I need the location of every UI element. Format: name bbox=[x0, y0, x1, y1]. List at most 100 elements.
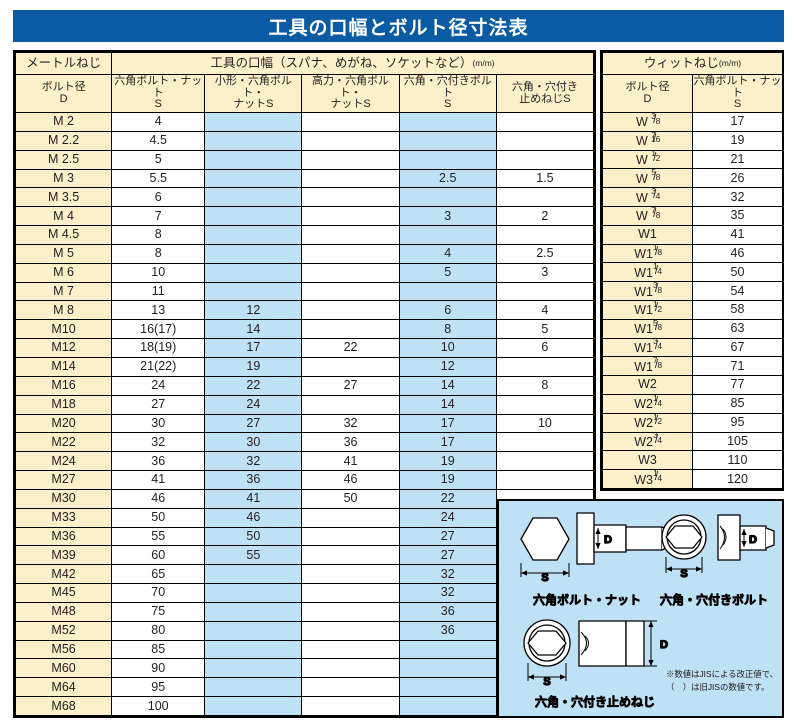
metric-value-cell: 90 bbox=[111, 658, 206, 679]
metric-value-cell: 60 bbox=[111, 545, 206, 566]
metric-value-cell: 12 bbox=[398, 356, 497, 377]
whitworth-value-cell: 21 bbox=[691, 149, 784, 170]
metric-value-cell: 27 bbox=[301, 375, 400, 396]
whitworth-col-header-line1: ボルト径 bbox=[625, 80, 670, 93]
metric-thread-table: メートルねじ 工具の口幅（スパナ、めがね、ソケットなど）(m/m) ボルト径 D 六… bbox=[13, 50, 596, 718]
hex-socket-set-screw-caption: 六角・穴付き止めねじ bbox=[535, 694, 655, 709]
metric-value-cell bbox=[301, 696, 400, 716]
whitworth-value-cell: 46 bbox=[691, 243, 784, 264]
metric-value-cell bbox=[495, 281, 595, 302]
whitworth-whole: W bbox=[635, 115, 652, 130]
metric-value-cell bbox=[301, 583, 400, 603]
table-row: W1 7/8 71 bbox=[602, 356, 784, 377]
metric-bolt-diameter-cell: M14 bbox=[14, 356, 113, 377]
table-row: W1 1/4 50 bbox=[602, 262, 784, 283]
table-row: M16 24 22 27 14 8 bbox=[14, 375, 595, 396]
metric-value-cell bbox=[398, 149, 497, 170]
metric-value-cell: 46 bbox=[111, 488, 206, 509]
whitworth-bolt-diameter-cell: W2 bbox=[602, 375, 693, 395]
whitworth-whole: W bbox=[635, 209, 652, 224]
whitworth-col-header-line2: D bbox=[643, 92, 652, 105]
whitworth-fraction: 1/2 bbox=[651, 150, 661, 164]
metric-value-cell bbox=[204, 281, 303, 302]
metric-bolt-diameter-cell: M64 bbox=[14, 677, 113, 698]
table-row: M27 41 36 46 19 bbox=[14, 470, 595, 490]
metric-col-header-line1: 六角・穴付きボルト bbox=[403, 75, 492, 99]
whitworth-fraction: 1/4 bbox=[653, 469, 663, 484]
whitworth-value-cell: 58 bbox=[691, 299, 784, 320]
metric-value-cell: 12 bbox=[204, 300, 303, 321]
table-row: M48 75 36 bbox=[14, 601, 595, 622]
metric-value-cell bbox=[495, 225, 595, 245]
table-row: W 7/8 35 bbox=[602, 205, 784, 226]
hex-bolt-s-label: S bbox=[541, 572, 548, 584]
metric-value-cell bbox=[495, 470, 595, 490]
metric-bolt-diameter-cell: M 2.2 bbox=[14, 130, 113, 151]
metric-value-cell: 19 bbox=[398, 451, 497, 472]
page-title: 工具の口幅とボルト径寸法表 bbox=[268, 17, 529, 39]
table-row: W3 1/4 120 bbox=[602, 469, 784, 489]
metric-value-cell: 17 bbox=[204, 338, 303, 358]
metric-value-cell: 95 bbox=[111, 677, 206, 698]
whitworth-whole: W1 bbox=[634, 284, 653, 299]
metric-value-cell: 30 bbox=[204, 432, 303, 453]
metric-value-cell bbox=[204, 130, 303, 151]
metric-value-cell bbox=[204, 639, 303, 660]
metric-value-cell bbox=[204, 658, 303, 679]
table-row: W2 77 bbox=[602, 375, 784, 395]
whitworth-bolt-diameter-cell: W 3/8 bbox=[602, 112, 693, 132]
whitworth-whole: W1 bbox=[634, 265, 653, 280]
table-row: M12 18(19) 17 22 10 6 bbox=[14, 338, 595, 358]
whitworth-value-cell: 54 bbox=[691, 281, 784, 301]
metric-col-header-4: 六角・穴付きボルト S bbox=[398, 74, 497, 113]
whitworth-table-body: W 3/8 17 W 7/16 19 W 1/2 21 W 5/8 26 W 3/4 32 W 7/… bbox=[602, 112, 784, 489]
whitworth-bolt-diameter-cell: W1 1/8 bbox=[602, 243, 693, 264]
metric-value-cell: 70 bbox=[111, 583, 206, 603]
metric-value-cell: 36 bbox=[398, 620, 497, 641]
metric-bolt-diameter-cell: M18 bbox=[14, 394, 113, 415]
metric-value-cell: 17 bbox=[398, 432, 497, 453]
metric-col-header-line2: D bbox=[59, 92, 68, 105]
metric-value-cell: 17 bbox=[398, 413, 497, 434]
table-row: W 7/16 19 bbox=[602, 130, 784, 151]
metric-bolt-diameter-cell: M 4 bbox=[14, 206, 113, 227]
whitworth-whole: W1 bbox=[634, 359, 653, 374]
whitworth-group-text: ウィットねじ bbox=[643, 55, 719, 70]
table-row: M 2.5 5 bbox=[14, 149, 595, 170]
metric-value-cell: 2 bbox=[495, 206, 595, 227]
whitworth-fraction: 3/4 bbox=[653, 338, 663, 352]
whitworth-whole: W1 bbox=[634, 322, 653, 337]
metric-value-cell bbox=[398, 696, 497, 716]
metric-value-cell: 41 bbox=[111, 470, 206, 490]
metric-value-cell: 6 bbox=[495, 338, 595, 358]
whitworth-value-cell: 67 bbox=[691, 337, 784, 358]
whitworth-col-header-1: 六角ボルト・ナット S bbox=[691, 74, 784, 113]
metric-value-cell: 65 bbox=[111, 564, 206, 585]
whitworth-value-cell: 32 bbox=[691, 187, 784, 207]
whitworth-column-header-row: ボルト径 D 六角ボルト・ナット S bbox=[602, 74, 784, 113]
metric-value-cell bbox=[301, 677, 400, 698]
metric-value-cell bbox=[204, 564, 303, 585]
metric-value-cell bbox=[301, 130, 400, 151]
metric-value-cell bbox=[301, 112, 400, 132]
whitworth-fraction: 1/8 bbox=[653, 244, 663, 258]
metric-col-header-2: 小形・六角ボルト・ ナットS bbox=[204, 74, 303, 113]
whitworth-value-cell: 19 bbox=[691, 130, 784, 151]
whitworth-bolt-diameter-cell: W1 3/4 bbox=[602, 337, 693, 358]
metric-value-cell: 2.5 bbox=[398, 168, 497, 189]
metric-value-cell: 46 bbox=[301, 470, 400, 490]
metric-value-cell bbox=[495, 451, 595, 472]
metric-value-cell bbox=[204, 206, 303, 227]
metric-value-cell: 16(17) bbox=[111, 319, 206, 340]
metric-value-cell: 5 bbox=[495, 319, 595, 340]
whitworth-value-cell: 85 bbox=[691, 393, 784, 414]
hex-socket-bolt-drawing bbox=[661, 514, 775, 573]
metric-value-cell: 10 bbox=[111, 262, 206, 283]
table-row: M18 27 24 14 bbox=[14, 394, 595, 415]
whitworth-whole: W bbox=[635, 171, 652, 186]
metric-value-cell: 14 bbox=[204, 319, 303, 340]
whitworth-value-cell: 95 bbox=[691, 412, 784, 433]
whitworth-fraction: 3/4 bbox=[653, 432, 663, 446]
metric-bolt-diameter-cell: M33 bbox=[14, 507, 113, 528]
whitworth-value-cell: 35 bbox=[691, 205, 784, 226]
